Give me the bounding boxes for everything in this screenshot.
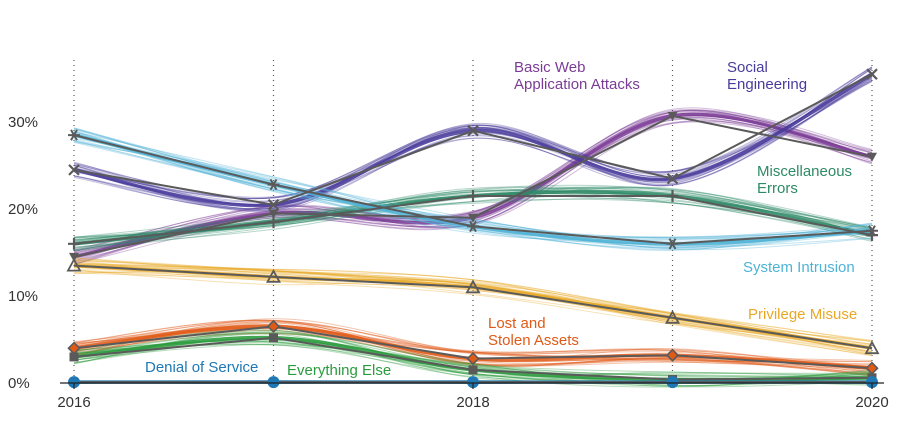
data-point — [267, 216, 280, 229]
label-layer: Basic Web Application Attacks Social Engine… — [145, 59, 857, 379]
series-label: Social Engineering — [727, 59, 807, 93]
series-band-draw — [73, 68, 873, 207]
data-point — [266, 319, 281, 334]
series-band-draw — [73, 77, 873, 210]
series-label: Everything Else — [287, 362, 391, 379]
data-point — [466, 351, 480, 366]
x-tick-label: 2018 — [456, 394, 489, 411]
data-point — [666, 238, 679, 250]
series-band-draw — [73, 141, 873, 238]
data-point — [467, 220, 479, 233]
series-label: Basic Web Application Attacks — [514, 59, 640, 93]
data-point — [864, 340, 880, 355]
axis-layer: 2016 2018 2020 0% 10% 20% 30% — [8, 114, 889, 411]
data-point — [467, 124, 479, 137]
series-band-draw — [73, 329, 873, 378]
y-tick-label: 10% — [8, 288, 38, 305]
series-band-draw — [73, 184, 873, 251]
series-band-draw — [73, 262, 873, 342]
y-tick-label: 0% — [8, 375, 30, 392]
series-band-draw — [73, 263, 873, 345]
series-band-draw — [73, 132, 873, 251]
data-point — [68, 237, 80, 250]
data-point — [468, 213, 478, 223]
data-point — [465, 279, 481, 294]
data-point — [268, 209, 279, 219]
series-band-draw — [73, 257, 873, 357]
data-point — [269, 333, 278, 343]
series-band-draw — [73, 270, 873, 353]
data-point — [468, 365, 478, 375]
y-tick-label: 30% — [8, 114, 38, 131]
data-point — [866, 376, 878, 389]
x-tick-label: 2020 — [855, 394, 888, 411]
series-band-draw — [73, 120, 873, 255]
x-tick-label: 2016 — [57, 394, 90, 411]
series-band-draw — [73, 128, 873, 238]
series-label: Lost and Stolen Assets — [488, 315, 579, 349]
series-band-draw — [73, 140, 873, 249]
data-point — [866, 225, 878, 237]
data-point — [666, 376, 679, 389]
series-band-draw — [73, 263, 873, 356]
data-point — [66, 257, 82, 272]
series-label: System Intrusion — [743, 259, 855, 276]
series-band-draw — [73, 266, 873, 343]
data-point — [667, 111, 678, 121]
series-band-draw — [73, 266, 873, 345]
series-label: Privilege Misuse — [748, 306, 857, 323]
data-point — [267, 376, 280, 389]
data-point — [665, 348, 680, 362]
series-band-draw — [73, 269, 873, 350]
data-point — [69, 252, 79, 262]
series-band-draw — [73, 329, 873, 388]
data-point — [69, 352, 79, 362]
series-band-draw — [73, 141, 873, 241]
marker-layer — [66, 68, 880, 389]
data-point — [68, 376, 80, 389]
series-band-draw — [73, 66, 873, 200]
data-point — [664, 309, 681, 324]
data-point — [68, 129, 80, 141]
series-band-draw — [73, 67, 873, 211]
series-label: Denial of Service — [145, 359, 258, 376]
data-point — [666, 190, 679, 202]
data-point — [666, 172, 679, 185]
series-band-draw — [73, 68, 873, 202]
data-point — [467, 376, 479, 389]
data-point — [267, 178, 280, 191]
data-point — [867, 152, 877, 162]
series-band-draw — [73, 75, 873, 210]
series-label: Miscellaneous Errors — [757, 163, 852, 197]
y-tick-label: 20% — [8, 201, 38, 218]
data-point — [467, 190, 479, 202]
series-trend-line — [73, 264, 873, 350]
data-point — [265, 269, 282, 283]
series-band-draw — [73, 72, 873, 212]
data-point — [866, 68, 878, 80]
data-point — [267, 198, 280, 211]
series-band-draw — [73, 79, 873, 203]
data-point — [68, 164, 80, 176]
